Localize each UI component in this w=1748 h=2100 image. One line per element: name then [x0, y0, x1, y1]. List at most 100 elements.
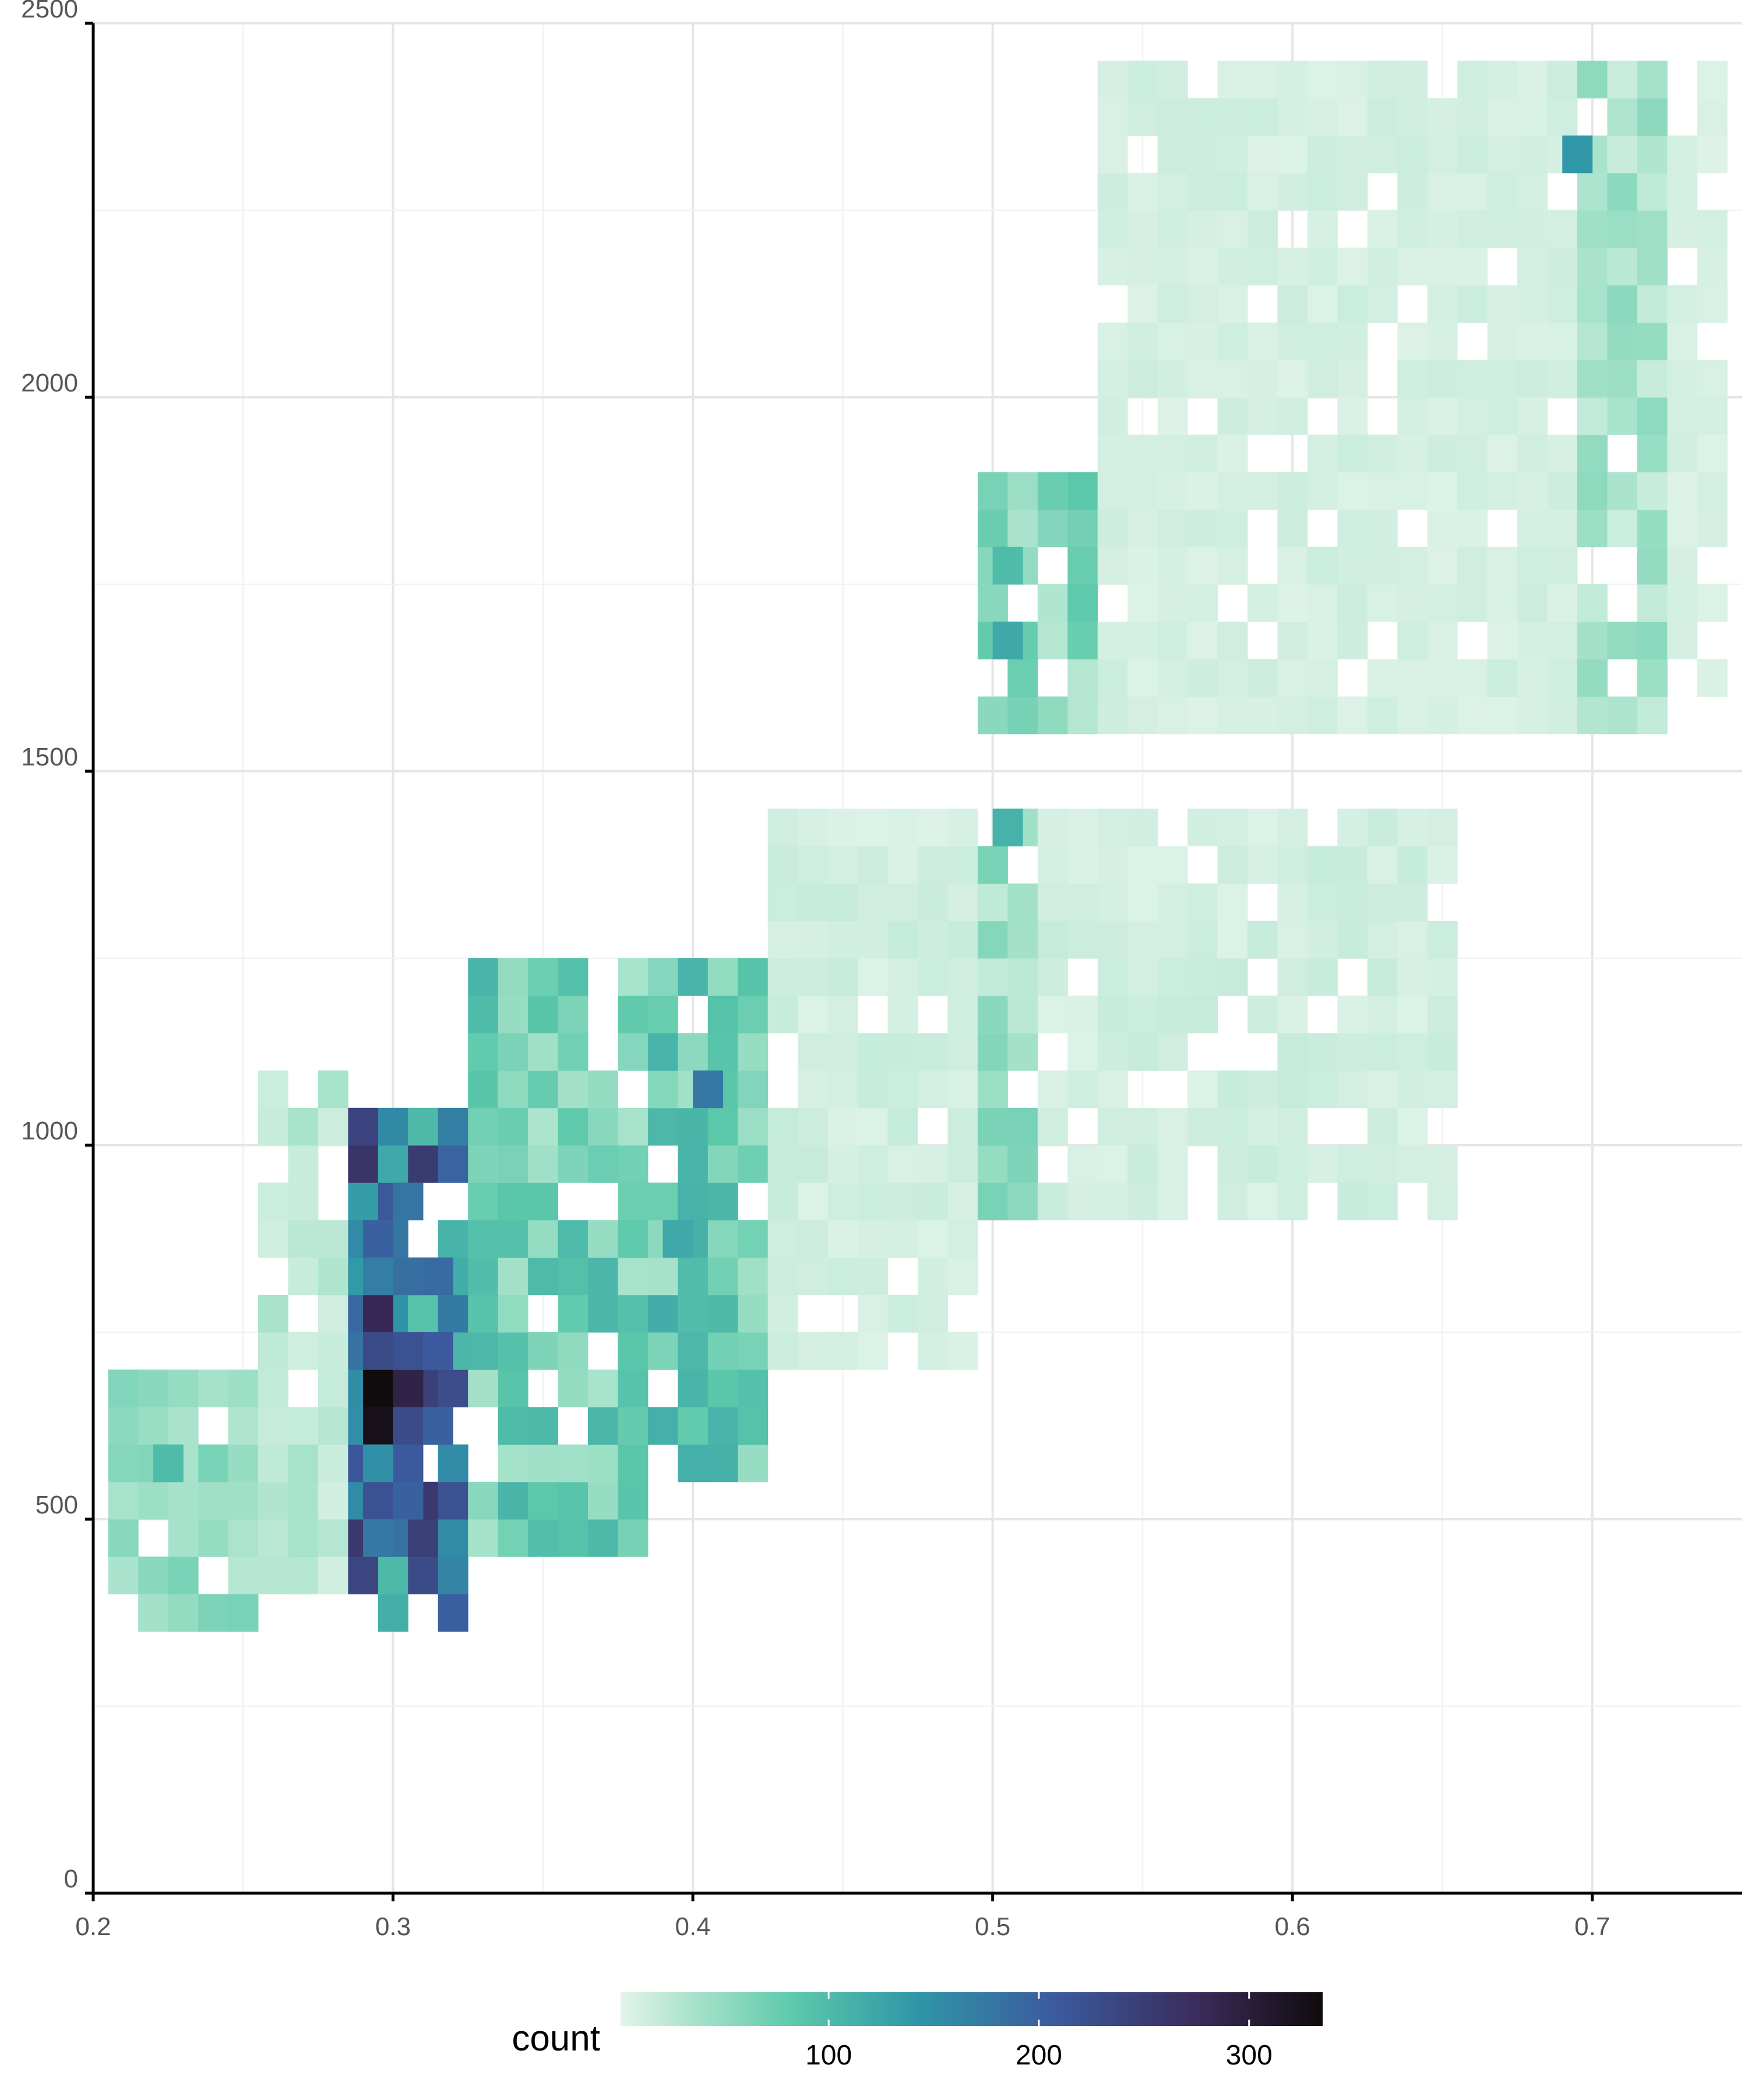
heatmap-bin: [1217, 322, 1248, 361]
heatmap-bin: [198, 1444, 229, 1483]
heatmap-bin: [528, 1407, 559, 1445]
heatmap-bin: [1037, 1070, 1068, 1109]
heatmap-bin: [738, 1370, 769, 1407]
heatmap-bin: [363, 1220, 394, 1258]
heatmap-bin: [1427, 846, 1458, 884]
heatmap-bin: [1607, 397, 1638, 435]
legend: count 100 200 300: [512, 1992, 1323, 2071]
heatmap-bin: [1217, 359, 1248, 398]
heatmap-bin: [1127, 359, 1158, 398]
heatmap-bin: [1547, 322, 1578, 361]
heatmap-bin: [1217, 135, 1248, 174]
heatmap-bin: [468, 1370, 499, 1407]
heatmap-bin: [1337, 846, 1368, 884]
heatmap-bin: [947, 1107, 978, 1146]
heatmap-bin: [1487, 435, 1518, 472]
heatmap-bin: [707, 1220, 738, 1258]
heatmap-bin: [1427, 696, 1458, 735]
heatmap-bin: [1307, 1070, 1338, 1109]
heatmap-bin: [1247, 996, 1278, 1033]
heatmap-bin: [1127, 958, 1158, 996]
heatmap-bin: [977, 1070, 1008, 1109]
heatmap-bin: [438, 1594, 468, 1632]
heatmap-bin: [618, 1407, 649, 1445]
x-tick-label: 0.4: [675, 1912, 711, 1941]
heatmap-bin: [1277, 248, 1308, 285]
heatmap-bin: [1667, 172, 1698, 211]
heatmap-bin: [1367, 248, 1398, 285]
heatmap-bin: [498, 996, 528, 1033]
heatmap-bin: [1307, 546, 1338, 585]
heatmap-bin: [1217, 883, 1248, 922]
heatmap-bin: [1037, 920, 1068, 959]
heatmap-bin: [1127, 659, 1158, 697]
heatmap-bin: [528, 1070, 559, 1109]
heatmap-bin: [918, 1145, 948, 1183]
heatmap-bin: [1397, 1033, 1428, 1071]
heatmap-bin: [318, 1107, 348, 1146]
heatmap-bin: [1667, 285, 1698, 323]
heatmap-bin: [618, 1370, 649, 1407]
heatmap-bin: [1397, 1145, 1428, 1183]
heatmap-bin: [1187, 659, 1218, 697]
heatmap-bin: [1457, 172, 1488, 211]
heatmap-bin: [1697, 135, 1728, 174]
heatmap-bin: [1427, 958, 1458, 996]
heatmap-bin: [647, 1183, 678, 1220]
heatmap-bin: [1337, 920, 1368, 959]
heatmap-bin: [1097, 359, 1128, 398]
heatmap-bin: [318, 1370, 348, 1407]
axes-layer: 0.2 0.3 0.4 0.5 0.6 0.7 0 500 1000 1500 2000 2500: [21, 0, 1742, 1941]
heatmap-bin: [678, 1407, 709, 1445]
heatmap-bin: [1637, 61, 1668, 98]
heatmap-bin: [1247, 696, 1278, 735]
heatmap-bin: [258, 1332, 288, 1370]
heatmap-bin: [1607, 359, 1638, 398]
heatmap-bin: [1337, 248, 1368, 285]
heatmap-bin: [1097, 1183, 1128, 1220]
heatmap-bin: [1097, 809, 1128, 846]
heatmap-bin: [1337, 98, 1368, 136]
heatmap-bin: [1697, 61, 1728, 98]
heatmap-bin: [423, 1257, 453, 1296]
heatmap-bin: [1547, 659, 1578, 697]
heatmap-bin: [1277, 1107, 1308, 1146]
heatmap-bin: [1097, 696, 1128, 735]
heatmap-bin: [1037, 1183, 1068, 1220]
heatmap-bin: [1157, 98, 1188, 136]
heatmap-bin: [1097, 1033, 1128, 1071]
heatmap-bin: [618, 1107, 649, 1146]
heatmap-bin: [798, 920, 829, 959]
heatmap-bin: [1097, 1145, 1128, 1183]
heatmap-bin: [738, 958, 769, 996]
heatmap-bin: [947, 1070, 978, 1109]
heatmap-bin: [767, 1294, 798, 1333]
heatmap-bin: [528, 1519, 559, 1557]
heatmap-bin: [1157, 958, 1188, 996]
heatmap-bin: [1577, 659, 1608, 697]
heatmap-bin: [1607, 285, 1638, 323]
heatmap-bin: [1367, 435, 1398, 472]
heatmap-bin: [1667, 584, 1698, 622]
heatmap-bin: [528, 1220, 559, 1258]
heatmap-bin: [1607, 696, 1638, 735]
heatmap-bin: [887, 1145, 918, 1183]
heatmap-bin: [1667, 397, 1698, 435]
heatmap-bin: [618, 1332, 649, 1370]
heatmap-bin: [1067, 659, 1098, 697]
heatmap-bin: [438, 1370, 468, 1407]
y-tick-label: 500: [36, 1491, 78, 1519]
heatmap-bin: [767, 1183, 798, 1220]
heatmap-bin: [288, 1257, 319, 1296]
heatmap-bin: [1277, 172, 1308, 211]
heatmap-bin: [1697, 509, 1728, 548]
heatmap-bin: [393, 1481, 424, 1520]
heatmap-bin: [992, 809, 1023, 846]
heatmap-bin: [1067, 1033, 1098, 1071]
heatmap-bin: [693, 1070, 724, 1109]
heatmap-bin: [1187, 98, 1218, 136]
heatmap-bin: [1307, 322, 1338, 361]
heatmap-bin: [887, 883, 918, 922]
heatmap-bin: [858, 1183, 889, 1220]
heatmap-bin: [1307, 98, 1338, 136]
